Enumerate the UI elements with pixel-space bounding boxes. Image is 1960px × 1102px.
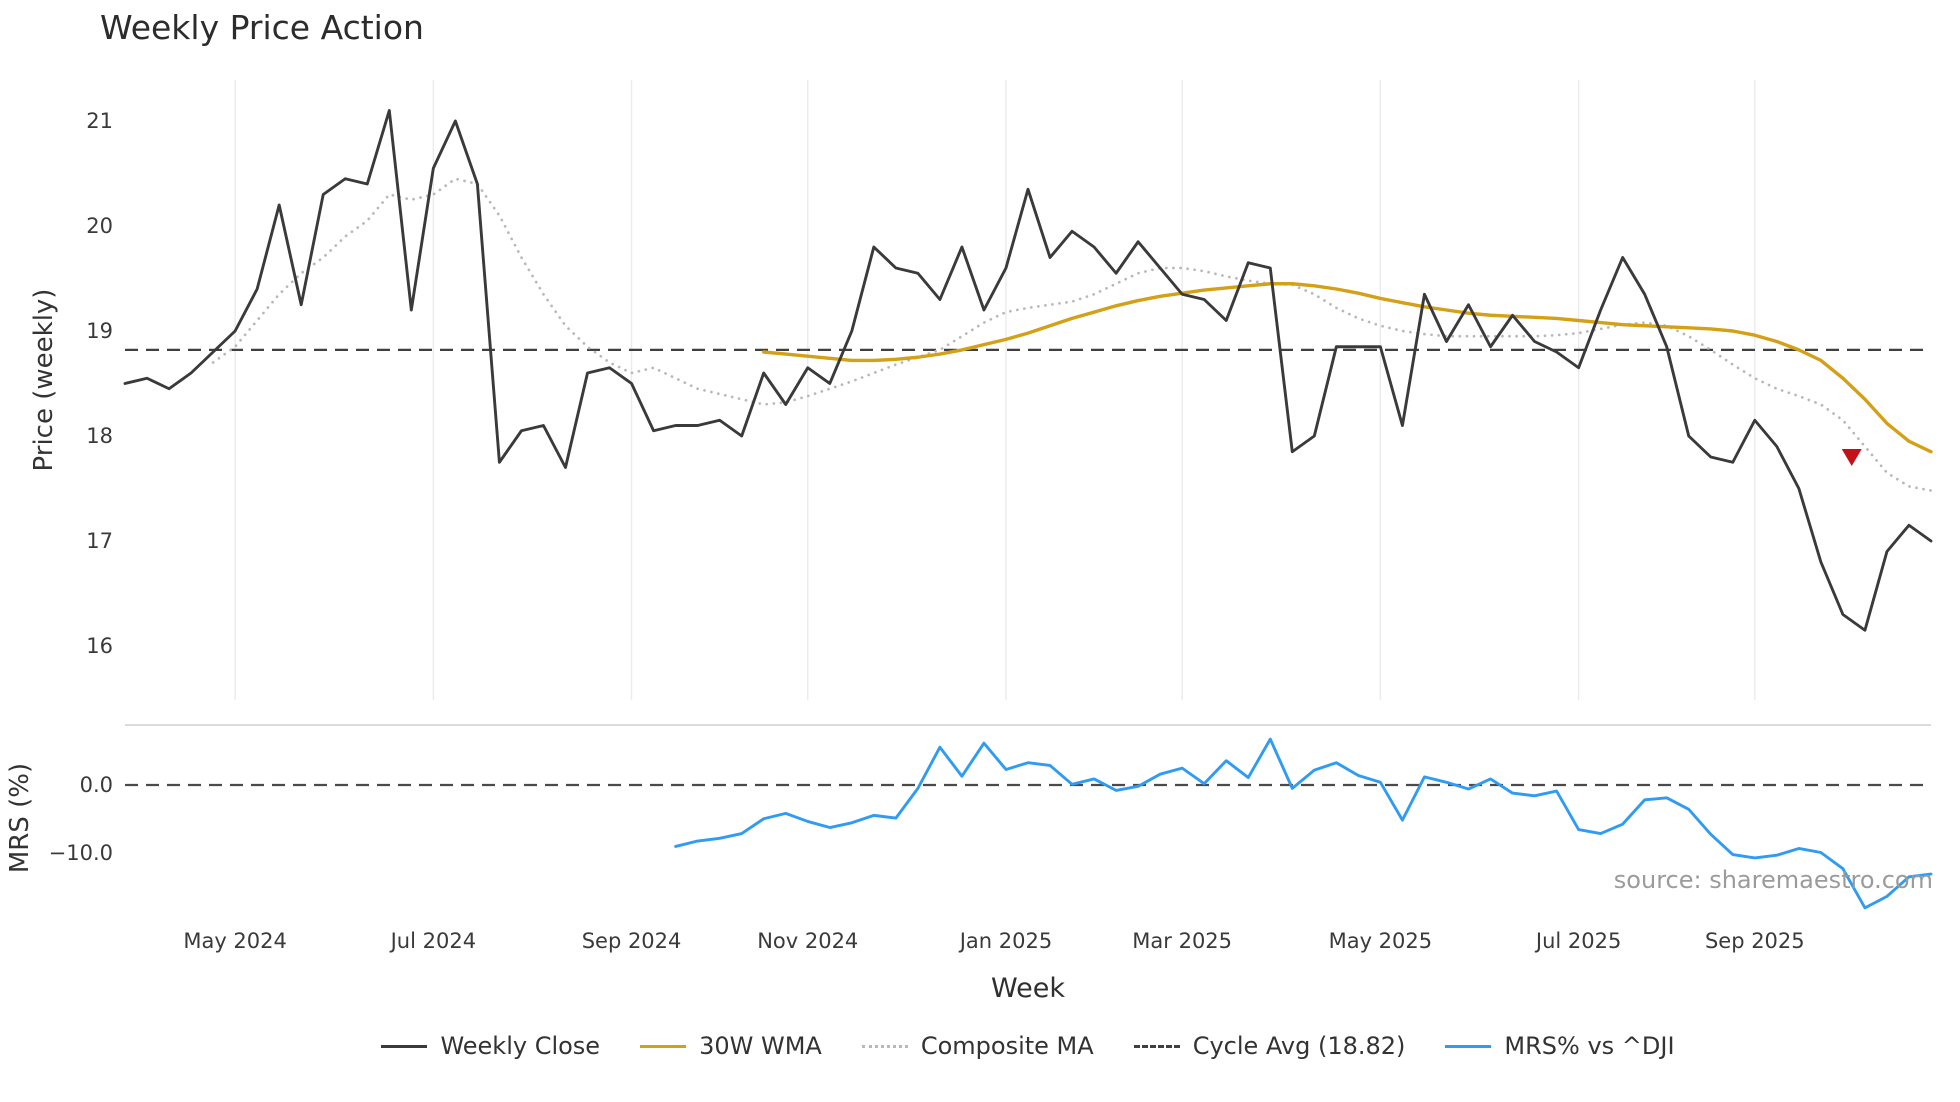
sell-signal-marker	[1841, 449, 1862, 466]
legend-item-weekly-close: Weekly Close	[381, 1032, 600, 1060]
legend-item-composite-ma: Composite MA	[861, 1032, 1094, 1060]
legend-label: Weekly Close	[440, 1032, 601, 1060]
legend-item-30w-wma: 30W WMA	[640, 1032, 822, 1060]
legend-item-mrs: MRS% vs ^DJI	[1445, 1032, 1675, 1060]
cycle-avg-swatch	[1133, 1044, 1180, 1048]
weekly-close-line	[123, 109, 1933, 632]
legend-label: Cycle Avg (18.82)	[1192, 1032, 1406, 1060]
source-note: source: sharemaestro.com	[1613, 866, 1933, 894]
legend-item-cycle-avg: Cycle Avg (18.82)	[1133, 1032, 1406, 1060]
x-axis-label: Week	[991, 973, 1065, 1004]
30w-wma-line	[762, 282, 1933, 454]
composite-ma-swatch	[861, 1044, 908, 1048]
composite-ma-line	[211, 177, 1933, 492]
wma-swatch	[640, 1044, 687, 1048]
chart-title: Weekly Price Action	[100, 8, 424, 47]
mrs-vs-dji-line	[674, 737, 1933, 910]
mrs-swatch	[1445, 1044, 1492, 1048]
legend: Weekly Close 30W WMA Composite MA Cycle …	[125, 1032, 1931, 1060]
legend-label: MRS% vs ^DJI	[1504, 1032, 1675, 1060]
weekly-close-swatch	[381, 1044, 428, 1048]
legend-label: 30W WMA	[699, 1032, 822, 1060]
legend-label: Composite MA	[920, 1032, 1094, 1060]
